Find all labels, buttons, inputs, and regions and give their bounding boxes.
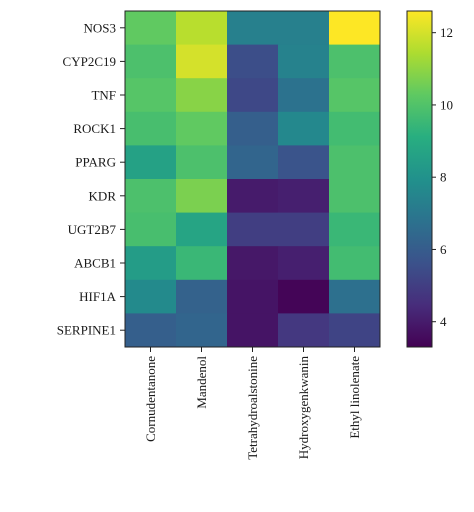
heatmap-cell bbox=[125, 78, 177, 113]
colorbar-tick-label: 12 bbox=[440, 25, 453, 40]
heatmap-cell bbox=[329, 246, 381, 281]
heatmap-cell bbox=[176, 78, 228, 113]
heatmap-cell bbox=[329, 145, 381, 180]
heatmap-cell bbox=[125, 179, 177, 214]
heatmap-cell bbox=[125, 246, 177, 281]
heatmap-cell bbox=[227, 44, 279, 79]
heatmap-cell bbox=[176, 279, 228, 314]
colorbar-tick-label: 6 bbox=[440, 242, 447, 257]
heatmap-cell bbox=[227, 246, 279, 281]
row-label: TNF bbox=[91, 88, 116, 103]
heatmap-cell bbox=[227, 78, 279, 113]
heatmap-cell bbox=[329, 11, 381, 46]
heatmap-cell bbox=[329, 111, 381, 146]
heatmap-cell bbox=[176, 212, 228, 247]
heatmap-cell bbox=[227, 11, 279, 46]
heatmap-cell bbox=[227, 145, 279, 180]
heatmap-cell bbox=[125, 145, 177, 180]
heatmap-cell bbox=[278, 145, 330, 180]
colorbar-ticks: 4 6 8 10 12 bbox=[432, 25, 453, 329]
heatmap-cell bbox=[278, 44, 330, 79]
heatmap-cell bbox=[329, 179, 381, 214]
heatmap-cell bbox=[278, 179, 330, 214]
heatmap-cell bbox=[176, 145, 228, 180]
column-label: Ethyl linolenate bbox=[347, 356, 362, 439]
heatmap-cell bbox=[227, 179, 279, 214]
heatmap-cell bbox=[125, 279, 177, 314]
row-label: ABCB1 bbox=[74, 256, 116, 271]
row-label: PPARG bbox=[75, 155, 116, 170]
heatmap-cell bbox=[329, 313, 381, 348]
row-label: KDR bbox=[89, 188, 117, 203]
heatmap-cell bbox=[125, 11, 177, 46]
column-label: Tetrahydroalstonine bbox=[245, 356, 260, 460]
heatmap-cell bbox=[278, 279, 330, 314]
colorbar-tick-label: 10 bbox=[440, 97, 453, 112]
heatmap-cell bbox=[125, 111, 177, 146]
heatmap-cell bbox=[329, 212, 381, 247]
heatmap-cells bbox=[125, 11, 381, 348]
row-labels: NOS3 CYP2C19 TNF ROCK1 PPARG KDR UGT2B7 ABCB1 HI… bbox=[57, 20, 125, 338]
heatmap-cell bbox=[227, 313, 279, 348]
row-label: ROCK1 bbox=[73, 121, 116, 136]
heatmap-cell bbox=[176, 44, 228, 79]
heatmap-cell bbox=[278, 313, 330, 348]
column-labels: Cornudentanone Mandenol Tetrahydroalstonin… bbox=[143, 347, 362, 460]
heatmap-cell bbox=[227, 111, 279, 146]
plot-frame bbox=[124, 10, 381, 348]
heatmap-cell bbox=[329, 78, 381, 113]
heatmap-cell bbox=[278, 111, 330, 146]
heatmap-cell bbox=[125, 313, 177, 348]
colorbar bbox=[406, 10, 433, 348]
column-label: Hydroxygenkwanin bbox=[296, 356, 311, 460]
row-label: HIF1A bbox=[79, 289, 116, 304]
row-label: NOS3 bbox=[83, 20, 116, 35]
heatmap-cell bbox=[125, 212, 177, 247]
heatmap-cell bbox=[227, 212, 279, 247]
row-label: UGT2B7 bbox=[68, 222, 117, 237]
heatmap-cell bbox=[125, 44, 177, 79]
heatmap-cell bbox=[329, 279, 381, 314]
heatmap-cell bbox=[176, 246, 228, 281]
colorbar-tick-label: 8 bbox=[440, 170, 447, 185]
heatmap-cell bbox=[278, 246, 330, 281]
row-label: CYP2C19 bbox=[63, 54, 116, 69]
heatmap-cell bbox=[176, 111, 228, 146]
heatmap-cell bbox=[176, 313, 228, 348]
column-label: Mandenol bbox=[194, 356, 209, 409]
heatmap-cell bbox=[278, 78, 330, 113]
heatmap-cell bbox=[176, 179, 228, 214]
heatmap-cell bbox=[176, 11, 228, 46]
row-label: SERPINE1 bbox=[57, 323, 116, 338]
heatmap-cell bbox=[278, 212, 330, 247]
colorbar-tick-label: 4 bbox=[440, 314, 447, 329]
heatmap-cell bbox=[278, 11, 330, 46]
column-label: Cornudentanone bbox=[143, 356, 158, 442]
heatmap-cell bbox=[227, 279, 279, 314]
heatmap-cell bbox=[329, 44, 381, 79]
